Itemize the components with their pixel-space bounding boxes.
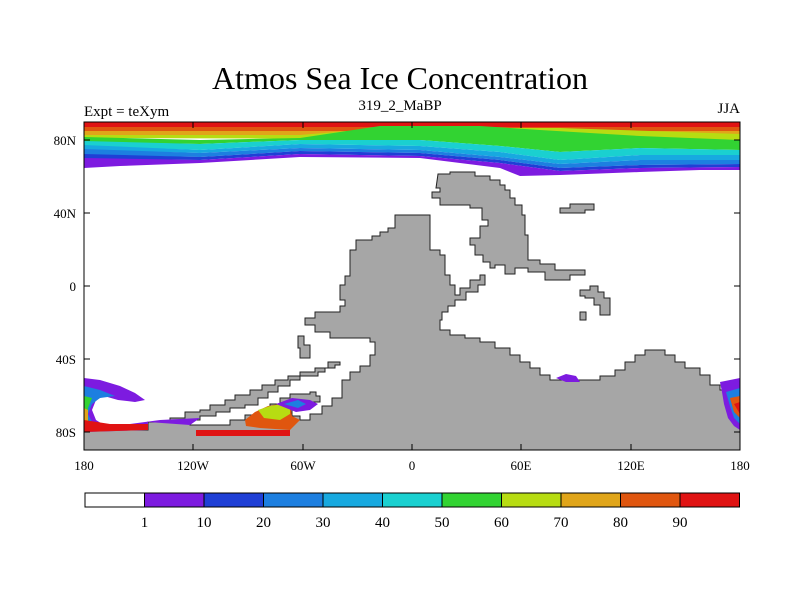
colorbar-label: 30	[316, 515, 331, 531]
colorbar-box	[322, 492, 383, 508]
colorbar	[84, 492, 740, 508]
lon-label-180w: 180	[74, 458, 94, 473]
arctic-sea-ice	[84, 122, 740, 176]
colorbar-box	[382, 492, 443, 508]
lat-label-40s: 40S	[56, 352, 76, 367]
northern-continent	[431, 171, 595, 281]
colorbar-box	[441, 492, 502, 508]
lon-label-120w: 120W	[177, 458, 210, 473]
lon-label-60e: 60E	[511, 458, 532, 473]
main-continent	[84, 214, 740, 450]
colorbar-box	[560, 492, 621, 508]
colorbar-label: 20	[256, 515, 271, 531]
colorbar-label: 70	[554, 515, 569, 531]
lon-label-120e: 120E	[617, 458, 645, 473]
colorbar-box	[620, 492, 681, 508]
colorbar-label: 60	[494, 515, 509, 531]
experiment-label: Expt = teXym	[84, 104, 170, 120]
colorbar-box	[203, 492, 264, 508]
colorbar-label: 10	[197, 515, 212, 531]
time-period-label: 319_2_MaBP	[358, 98, 442, 114]
colorbar-box	[84, 492, 145, 508]
lon-axis	[83, 122, 741, 450]
lon-label-60w: 60W	[290, 458, 316, 473]
lat-label-80n: 80N	[54, 133, 77, 148]
island-chain	[579, 285, 611, 321]
colorbar-labels: 1 10 20 30 40 50 60 70 80 90	[141, 515, 688, 531]
lon-label-0: 0	[409, 458, 416, 473]
colorbar-box	[501, 492, 562, 508]
lat-label-0: 0	[70, 279, 77, 294]
season-label: JJA	[717, 101, 740, 117]
colorbar-box	[263, 492, 324, 508]
map-title: Atmos Sea Ice Concentration	[212, 60, 588, 96]
plot-area	[84, 122, 740, 450]
western-peninsula	[297, 335, 311, 359]
colorbar-label: 90	[673, 515, 688, 531]
lon-label-180e: 180	[730, 458, 750, 473]
colorbar-label: 40	[375, 515, 390, 531]
antarctic-sea-ice	[84, 374, 740, 436]
colorbar-label: 80	[613, 515, 628, 531]
land-masses	[84, 171, 740, 450]
lat-label-40n: 40N	[54, 206, 77, 221]
lon-labels: 180 120W 60W 0 60E 120E 180	[74, 458, 750, 473]
colorbar-box	[679, 492, 740, 508]
lat-label-80s: 80S	[56, 425, 76, 440]
lat-labels: 80N 40N 0 40S 80S	[54, 133, 77, 440]
colorbar-label: 50	[435, 515, 450, 531]
lat-axis	[84, 139, 740, 433]
colorbar-label: 1	[141, 515, 149, 531]
colorbar-box	[144, 492, 205, 508]
